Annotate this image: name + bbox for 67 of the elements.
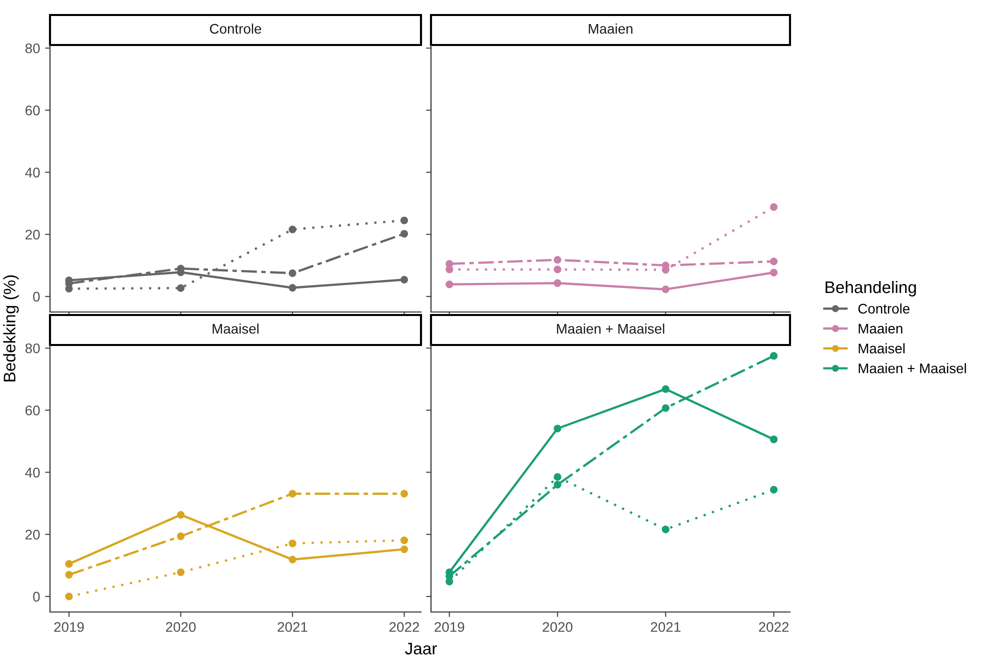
point [288, 540, 296, 548]
y-tick-label: 40 [25, 468, 40, 478]
point [65, 592, 73, 600]
point [176, 532, 185, 540]
point [662, 404, 670, 412]
y-tick-label: 80 [25, 43, 40, 54]
point [400, 545, 408, 554]
point [65, 570, 73, 579]
point [554, 266, 562, 274]
point [554, 473, 562, 481]
point [554, 256, 562, 264]
y-tick-label: 60 [26, 406, 40, 416]
legend-label: Controle [858, 303, 910, 314]
point [770, 203, 778, 211]
x-tick-label: 2019 [54, 622, 84, 632]
legend-label: Maaien + Maaisel [858, 363, 966, 374]
point [176, 284, 185, 292]
point [770, 436, 778, 444]
legend-label: Maaisel [858, 343, 905, 354]
point [554, 424, 562, 432]
chart-title: Maaien [588, 24, 632, 34]
y-axis-title: Bedekking (%) [3, 275, 19, 382]
y-tick-label: 60 [26, 106, 40, 116]
x-axis-title: Jaar [405, 642, 437, 654]
chart-title: Maaisel [212, 324, 258, 334]
y-tick-label: 80 [25, 343, 40, 354]
point [446, 266, 454, 274]
legend-label: Maaien [858, 323, 902, 334]
point [770, 352, 778, 360]
point [662, 286, 670, 294]
point [554, 279, 562, 287]
x-tick-label: 2019 [434, 622, 464, 632]
point [662, 385, 670, 393]
point [288, 269, 296, 278]
point [400, 490, 408, 498]
y-tick-label: 40 [25, 168, 40, 178]
point [288, 490, 296, 498]
chart-title: Maaien + Maaisel [557, 324, 664, 334]
point [554, 480, 562, 489]
y-tick-label: 0 [33, 592, 40, 602]
point [446, 280, 454, 288]
point [662, 526, 670, 534]
point [770, 486, 778, 494]
point [288, 556, 296, 564]
chart-title: Controle [210, 24, 262, 34]
y-tick-label: 20 [26, 530, 40, 540]
x-tick-label: 2020 [166, 622, 196, 632]
point [770, 268, 778, 276]
x-tick-label: 2021 [650, 622, 680, 632]
point [446, 578, 454, 586]
y-tick-label: 0 [33, 292, 40, 302]
point [176, 568, 185, 576]
point [288, 226, 296, 234]
point [770, 258, 778, 266]
point [400, 216, 408, 224]
y-tick-label: 20 [26, 230, 40, 240]
point [400, 276, 408, 284]
x-tick-label: 2021 [278, 622, 308, 632]
legend-title: Behandeling [826, 280, 916, 296]
point [400, 536, 408, 544]
x-tick-label: 2022 [389, 622, 419, 632]
point [400, 230, 408, 238]
point [65, 560, 73, 568]
point [288, 284, 296, 292]
point [176, 511, 185, 519]
x-tick-label: 2020 [542, 622, 572, 632]
x-tick-label: 2022 [759, 622, 789, 632]
